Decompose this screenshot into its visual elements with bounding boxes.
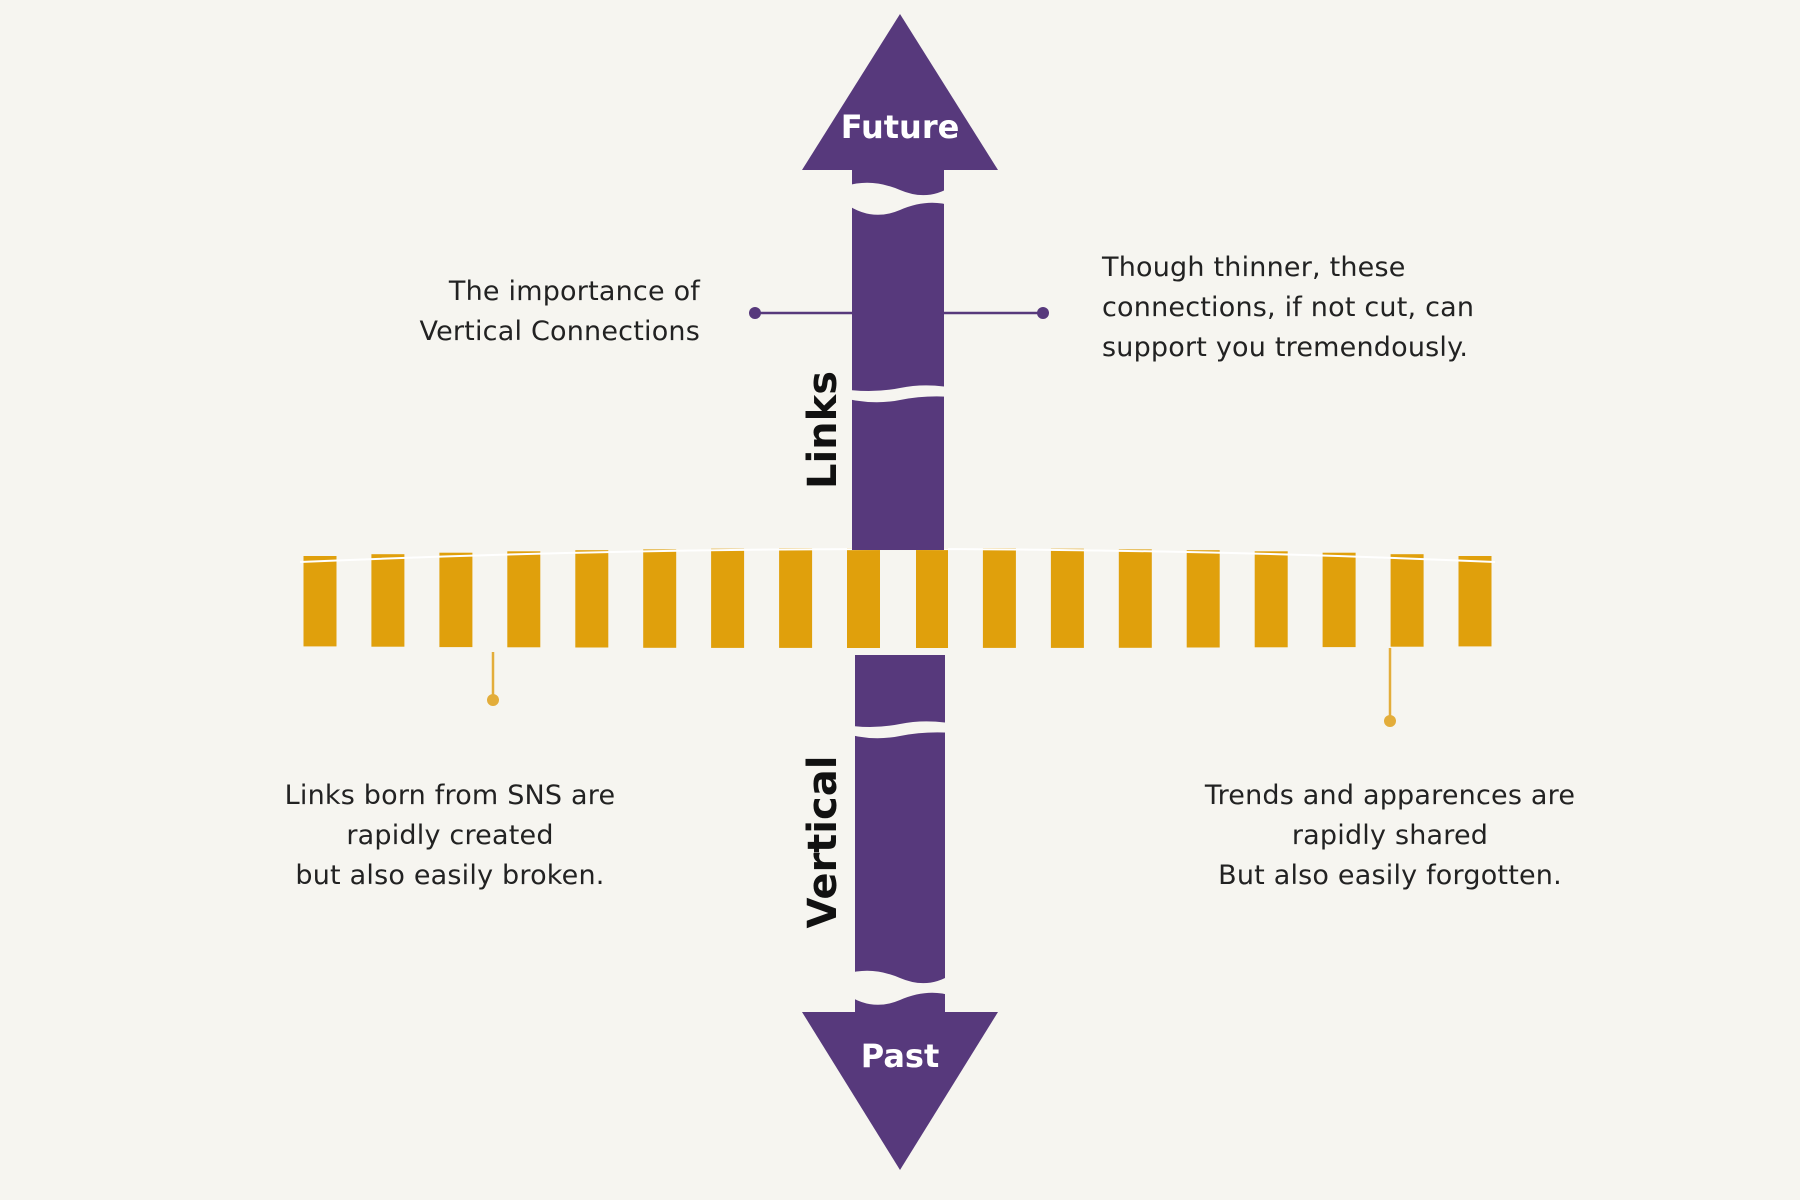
band-stripe [1458,556,1492,647]
band-stripe [779,548,813,648]
caption-vertical-importance: The importance of Vertical Connections [419,276,700,347]
arrow-shaft-lower [855,655,945,1025]
leader-dot-trends [1384,715,1396,727]
band-stripe [1186,550,1220,648]
leader-dot-sns [487,694,499,706]
band-stripe [1390,554,1424,647]
axis-label-vertical: Vertical [800,756,846,929]
caption-thinner-connections: Though thinner, these connections, if no… [1102,252,1475,363]
band-stripe [1050,548,1084,648]
band-stripe [575,550,609,648]
band-stripe [643,549,677,648]
horizontal-band [299,548,1496,648]
axis-label-links: Links [800,371,846,489]
caption-trends: Trends and apparences are rapidly shared… [1204,780,1576,891]
band-stripe [303,556,337,647]
caption-links-sns: Links born from SNS are rapidly created … [284,780,616,891]
band-stripe [1254,551,1288,648]
band-stripe [711,548,745,648]
vertical-arrow: Future Past [802,14,998,1170]
upper-leader [749,307,1049,319]
band-stripe [1322,552,1356,648]
past-label: Past [861,1037,940,1075]
band-center-gap [882,548,916,648]
band-stripe [1118,549,1152,648]
band-stripe [371,554,405,647]
band-stripe [847,548,880,648]
leader-dot-left [749,307,761,319]
future-label: Future [841,108,960,146]
band-stripe [439,552,473,648]
lower-leaders [487,648,1396,727]
arrow-head-past [802,1012,998,1170]
shaft-break-2 [835,385,962,403]
leader-dot-right [1037,307,1049,319]
shaft-break-1 [846,182,952,215]
shaft-break-4 [846,970,952,1005]
shaft-break-3 [840,721,964,739]
arrow-shaft-upper [852,165,944,550]
band-stripe [982,548,1016,648]
band-stripe [507,551,541,648]
arrow-head-future [802,14,998,170]
band-stripe [915,548,948,648]
